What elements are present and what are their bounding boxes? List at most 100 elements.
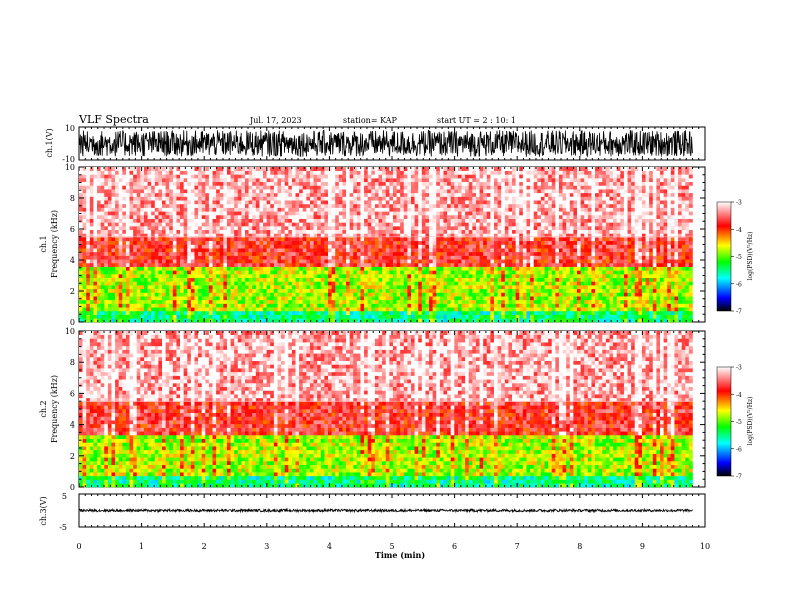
spectrogram-cell xyxy=(483,229,488,234)
spectrogram-cell xyxy=(490,189,495,194)
spectrogram-cell xyxy=(107,196,112,201)
spectrogram-cell xyxy=(382,167,387,171)
spectrogram-cell xyxy=(317,296,322,301)
spectrogram-cell xyxy=(501,181,506,186)
spectrogram-cell xyxy=(212,251,217,256)
spectrogram-cell xyxy=(107,229,112,234)
spectrogram-cell xyxy=(317,266,322,271)
spectrogram-cell xyxy=(490,314,495,319)
spectrogram-cell xyxy=(93,222,98,227)
spectrogram-cell xyxy=(104,281,109,286)
spectrogram-cell xyxy=(201,200,206,205)
spectrogram-cell xyxy=(136,233,141,238)
spectrogram-cell xyxy=(414,310,419,315)
spectrogram-cell xyxy=(190,237,195,242)
spectrogram-cell xyxy=(367,244,372,249)
spectrogram-cell xyxy=(411,244,415,249)
spectrogram-cell xyxy=(212,185,217,190)
spectrogram-cell xyxy=(212,277,217,282)
spectrogram-cell xyxy=(317,237,322,242)
spectrogram-cell xyxy=(140,237,145,242)
spectrogram-cell xyxy=(490,222,495,227)
spectrogram-cell xyxy=(147,274,152,279)
spectrogram-cell xyxy=(486,285,491,290)
spectrogram-cell xyxy=(396,203,401,208)
spectrogram-cell xyxy=(400,285,405,290)
spectrogram-cell xyxy=(436,274,441,279)
spectrogram-cell xyxy=(125,259,130,264)
spectrogram-cell xyxy=(100,207,105,212)
spectrogram-cell xyxy=(302,281,307,286)
spectrogram-cell xyxy=(281,167,285,171)
spectrogram-cell xyxy=(360,255,365,260)
spectrogram-cell xyxy=(429,214,433,219)
spectrogram-cell xyxy=(497,167,502,171)
spectrogram-cell xyxy=(454,299,459,304)
spectrogram-cell xyxy=(198,178,202,183)
spectrogram-cell xyxy=(389,314,394,319)
spectrogram-cell xyxy=(331,296,336,301)
spectrogram-cell xyxy=(288,174,293,179)
spectrogram-cell xyxy=(421,240,426,245)
spectrogram-cell xyxy=(439,207,444,212)
spectrogram-cell xyxy=(154,226,159,231)
spectrogram-cell xyxy=(335,307,340,312)
spectrogram-cell xyxy=(245,299,249,304)
spectrogram-cell xyxy=(226,189,231,194)
spectrogram-cell xyxy=(86,189,91,194)
spectrogram-cell xyxy=(418,181,423,186)
spectrogram-cell xyxy=(259,181,264,186)
spectrogram-cell xyxy=(295,299,300,304)
spectrogram-cell xyxy=(129,214,134,219)
spectrogram-cell xyxy=(429,167,433,171)
spectrogram-cell xyxy=(158,255,163,260)
spectrogram-cell xyxy=(472,226,477,231)
spectrogram-cell xyxy=(371,259,376,264)
spectrogram-cell xyxy=(154,296,159,301)
spectrogram-cell xyxy=(400,214,405,219)
spectrogram-cell xyxy=(403,299,408,304)
spectrogram-cell xyxy=(306,229,311,234)
spectrogram-cell xyxy=(82,299,87,304)
spectrogram-cell xyxy=(432,299,437,304)
spectrogram-cell xyxy=(364,192,368,197)
spectrogram-cell xyxy=(273,170,278,175)
spectrogram-cell xyxy=(169,299,174,304)
spectrogram-cell xyxy=(468,174,473,179)
spectrogram-cell xyxy=(486,310,491,315)
spectrogram-cell xyxy=(447,262,451,267)
spectrogram-cell xyxy=(353,244,358,249)
spectrogram-cell xyxy=(118,292,123,297)
spectrogram-cell xyxy=(411,222,415,227)
spectrogram-cell xyxy=(429,181,433,186)
spectrogram-cell xyxy=(443,192,448,197)
spectrogram-cell xyxy=(118,240,123,245)
spectrogram-cell xyxy=(180,270,184,275)
spectrogram-cell xyxy=(212,196,217,201)
spectrogram-cell xyxy=(176,303,181,308)
spectrogram-cell xyxy=(252,255,257,260)
spectrogram-cell xyxy=(208,226,213,231)
spectrogram-cell xyxy=(457,214,462,219)
spectrogram-cell xyxy=(241,318,246,323)
spectrogram-cell xyxy=(371,237,376,242)
spectrogram-cell xyxy=(273,303,278,308)
spectrogram-cell xyxy=(443,310,448,315)
spectrogram-cell xyxy=(259,218,264,223)
spectrogram-cell xyxy=(378,318,383,323)
spectrogram-cell xyxy=(291,270,296,275)
spectrogram-cell xyxy=(317,307,322,312)
spectrogram-cell xyxy=(461,207,466,212)
spectrogram-cell xyxy=(367,310,372,315)
spectrogram-cell xyxy=(194,167,199,171)
spectrogram-cell xyxy=(360,218,365,223)
spectrogram-cell xyxy=(338,248,343,253)
spectrogram-cell xyxy=(436,207,441,212)
spectrogram-cell xyxy=(403,174,408,179)
spectrogram-cell xyxy=(169,214,174,219)
spectrogram-cell xyxy=(97,277,101,282)
spectrogram-cell xyxy=(212,314,217,319)
spectrogram-cell xyxy=(382,211,387,216)
spectrogram-cell xyxy=(389,226,394,231)
spectrogram-cell xyxy=(331,207,336,212)
